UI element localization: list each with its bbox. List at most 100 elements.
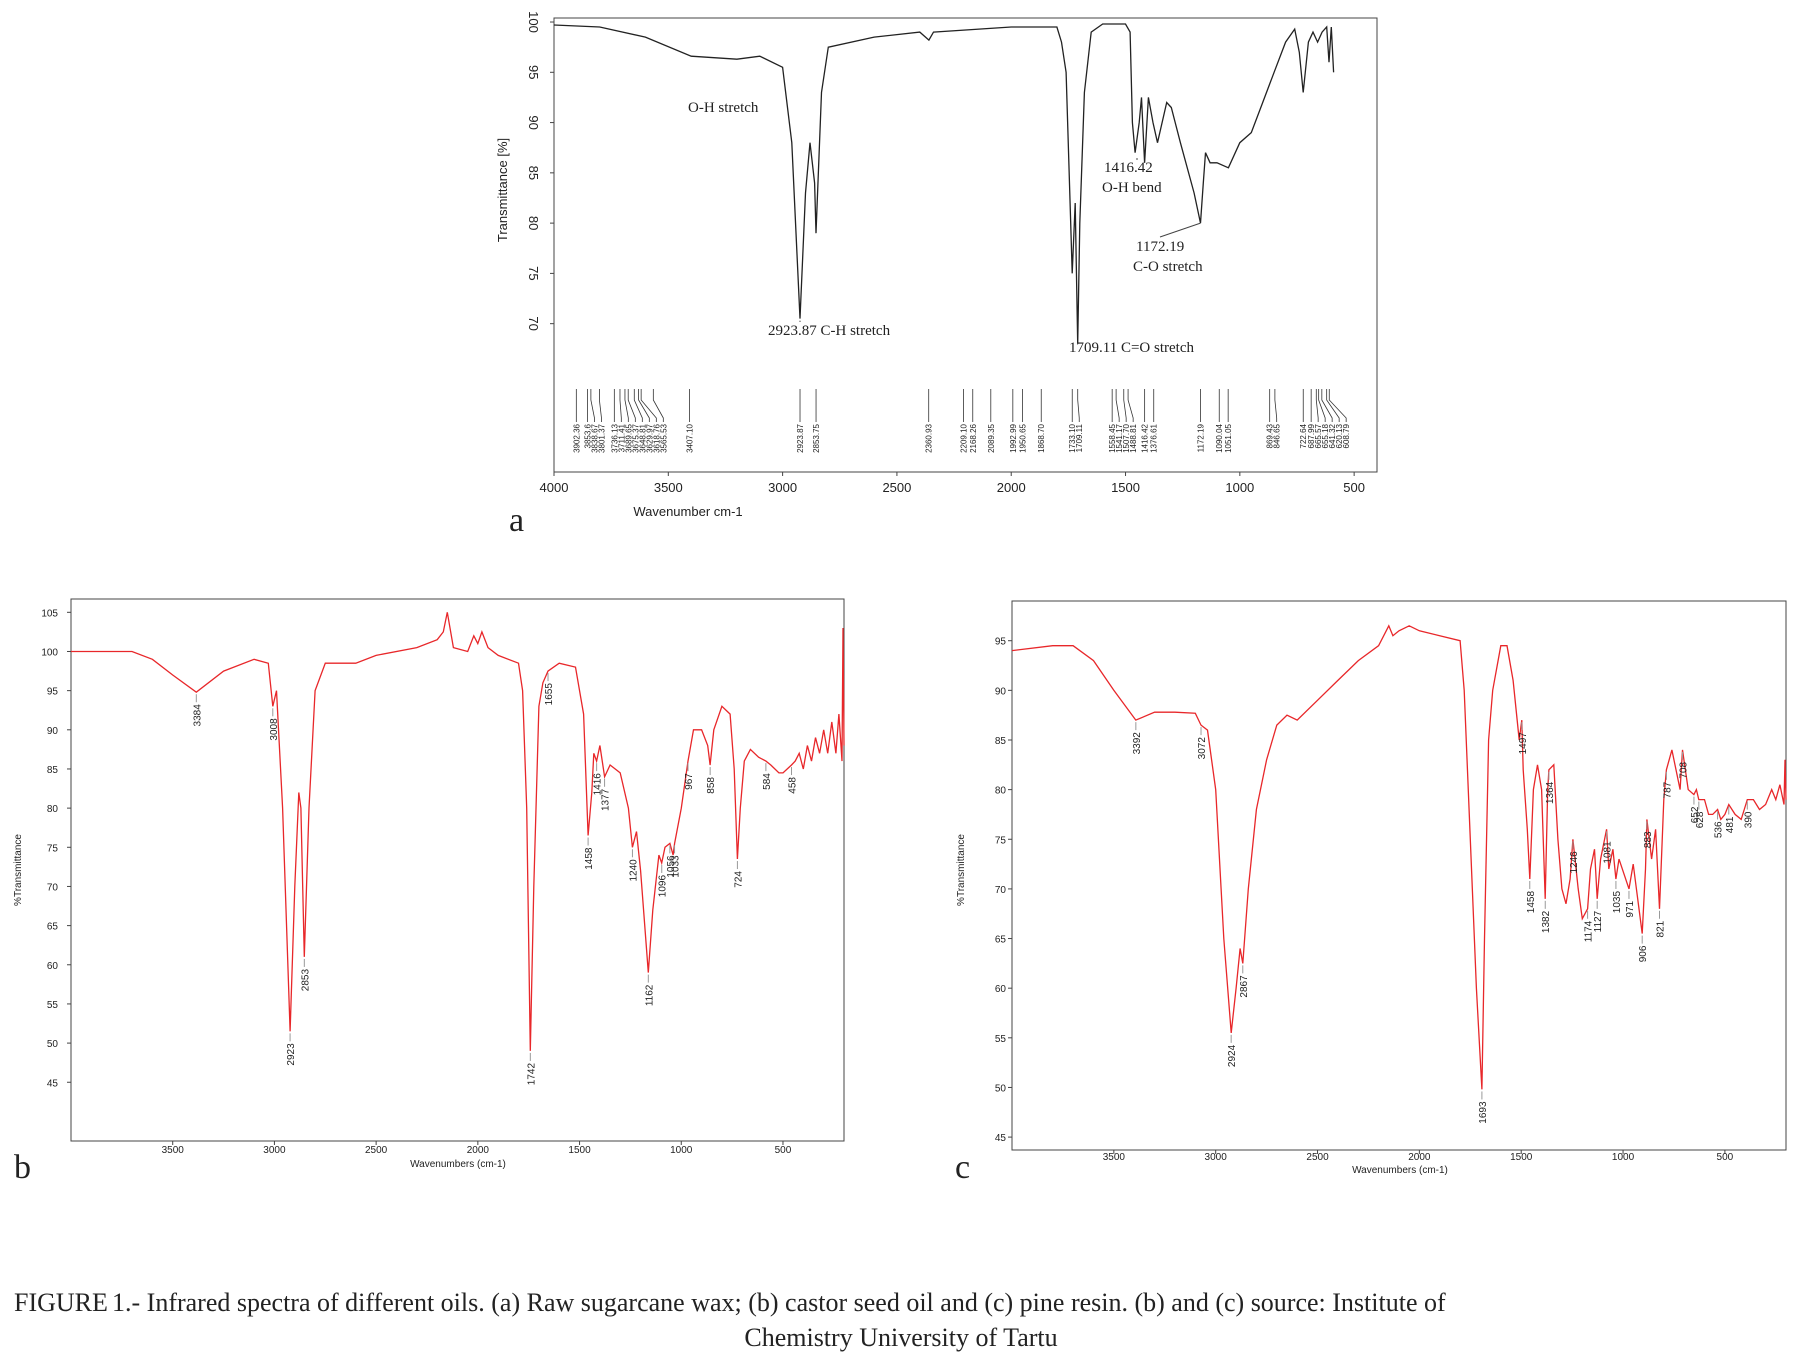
peak-table-label: 1558.45 bbox=[1108, 423, 1117, 452]
peak-label: 584 bbox=[762, 773, 773, 790]
annotation: O-H stretch bbox=[688, 100, 759, 116]
peak-label: 3392 bbox=[1132, 732, 1143, 755]
peak-table-leader bbox=[1123, 389, 1127, 422]
plot-frame bbox=[70, 598, 845, 1142]
peak-table-label: 1051.05 bbox=[1224, 423, 1233, 452]
peak-label: 2923 bbox=[286, 1043, 297, 1066]
peak-table-label: 3853.6 bbox=[583, 423, 592, 448]
caption-lead: FIGURE bbox=[14, 1288, 108, 1317]
peak-table-leader bbox=[599, 389, 602, 422]
y-tick-label: 75 bbox=[526, 266, 541, 280]
peak-label: 708 bbox=[1679, 761, 1690, 778]
y-tick-label: 70 bbox=[526, 316, 541, 330]
y-axis-title: %Transmittance bbox=[956, 834, 967, 906]
peak-label: 1240 bbox=[628, 859, 639, 882]
peak-table-label: 1172.19 bbox=[1196, 423, 1205, 452]
peak-label: 967 bbox=[684, 773, 695, 790]
peak-table-label: 3838.67 bbox=[590, 423, 599, 452]
peak-label: 906 bbox=[1638, 945, 1649, 962]
y-tick-label: 90 bbox=[995, 686, 1007, 697]
spectrum-line bbox=[1011, 624, 1787, 1090]
peak-table-label: 1733.10 bbox=[1068, 423, 1077, 452]
peak-table-leader bbox=[1274, 389, 1278, 422]
x-axis-title: Wavenumbers (cm-1) bbox=[1352, 1165, 1448, 1176]
peak-table-leader bbox=[1328, 389, 1347, 422]
peak-label: 3384 bbox=[192, 704, 203, 727]
peak-table-label: 1950.65 bbox=[1019, 423, 1028, 452]
peak-table-label: 687.99 bbox=[1307, 423, 1316, 448]
annotation: 1172.19 bbox=[1136, 239, 1184, 255]
x-tick-label: 1000 bbox=[670, 1145, 693, 1156]
panel-label: b bbox=[14, 1149, 31, 1186]
x-tick-label: 2500 bbox=[365, 1145, 388, 1156]
peak-label: 787 bbox=[1662, 781, 1673, 798]
peak-table-label: 3689.65 bbox=[624, 423, 633, 452]
peak-table-label: 722.64 bbox=[1299, 423, 1308, 448]
peak-table-label: 2853.75 bbox=[812, 423, 821, 452]
y-tick-label: 75 bbox=[995, 835, 1007, 846]
x-tick-label: 2500 bbox=[882, 480, 911, 495]
caption-line: 1.- Infrared spectra of different oils. … bbox=[112, 1288, 1446, 1317]
x-tick-label: 3000 bbox=[1205, 1152, 1228, 1163]
peak-table-label: 3675.37 bbox=[631, 423, 640, 452]
x-tick-label: 500 bbox=[1343, 480, 1365, 495]
y-tick-label: 65 bbox=[47, 922, 59, 933]
peak-table-label: 3801.37 bbox=[597, 423, 606, 452]
peak-table-label: 2360.93 bbox=[925, 423, 934, 452]
peak-label: 1056 bbox=[666, 855, 677, 878]
x-tick-label: 2500 bbox=[1306, 1152, 1329, 1163]
y-tick-label: 90 bbox=[526, 115, 541, 129]
plot-frame bbox=[1011, 600, 1787, 1151]
y-tick-label: 100 bbox=[526, 11, 541, 33]
x-tick-label: 1000 bbox=[1225, 480, 1254, 495]
peak-table-label: 3629.97 bbox=[645, 423, 654, 452]
peak-label: 821 bbox=[1656, 920, 1667, 937]
y-tick-label: 50 bbox=[47, 1039, 59, 1050]
y-tick-label: 45 bbox=[995, 1133, 1007, 1144]
y-tick-label: 75 bbox=[47, 843, 59, 854]
y-tick-label: 85 bbox=[47, 765, 59, 776]
peak-table-label: 665.57 bbox=[1314, 423, 1323, 448]
y-tick-label: 100 bbox=[41, 647, 58, 658]
annotation: 1416.42 bbox=[1104, 160, 1153, 176]
y-tick-label: 55 bbox=[995, 1034, 1007, 1045]
peak-table-label: 1507.70 bbox=[1122, 423, 1131, 452]
x-tick-label: 3500 bbox=[654, 480, 683, 495]
panel-label: c bbox=[955, 1149, 970, 1186]
x-tick-label: 1500 bbox=[568, 1145, 591, 1156]
panel-label: a bbox=[509, 502, 524, 539]
peak-table-label: 3711.41 bbox=[617, 423, 626, 452]
peak-label: 1364 bbox=[1545, 781, 1556, 804]
peak-label: 2924 bbox=[1227, 1044, 1238, 1067]
x-tick-label: 1500 bbox=[1111, 480, 1140, 495]
peak-label: 724 bbox=[733, 871, 744, 888]
y-tick-label: 95 bbox=[526, 65, 541, 79]
peak-table-leader bbox=[1115, 389, 1120, 422]
peak-label: 1382 bbox=[1541, 910, 1552, 933]
peak-label: 858 bbox=[706, 777, 717, 794]
peak-label: 1377 bbox=[601, 788, 612, 811]
x-tick-label: 500 bbox=[775, 1145, 792, 1156]
peak-table-label: 3407.10 bbox=[686, 423, 695, 452]
peak-table-label: 1488.81 bbox=[1129, 423, 1138, 452]
peak-table-label: 1416.42 bbox=[1141, 423, 1150, 452]
annotation: 1709.11 C=O stretch bbox=[1069, 340, 1194, 356]
annotation: 2923.87 C-H stretch bbox=[768, 323, 891, 339]
peak-label: 1033 bbox=[671, 855, 682, 878]
peak-table-label: 3902.36 bbox=[572, 423, 581, 452]
peak-table-leader bbox=[1315, 389, 1319, 422]
peak-label: 1416 bbox=[593, 773, 604, 796]
caption-line: Chemistry University of Tartu bbox=[744, 1323, 1057, 1352]
peak-label: 1035 bbox=[1612, 891, 1623, 914]
peak-label: 652 bbox=[1690, 806, 1701, 823]
peak-table-label: 608.79 bbox=[1342, 423, 1351, 448]
x-tick-label: 1500 bbox=[1510, 1152, 1533, 1163]
peak-table-leader bbox=[619, 389, 622, 422]
peak-table-label: 1376.61 bbox=[1150, 423, 1159, 452]
peak-label: 1458 bbox=[1526, 891, 1537, 914]
peak-table-leader bbox=[624, 389, 629, 422]
peak-table-label: 2209.10 bbox=[959, 423, 968, 452]
peak-table-leader bbox=[633, 389, 643, 422]
y-tick-label: 65 bbox=[995, 935, 1007, 946]
annotation: O-H bend bbox=[1102, 180, 1162, 196]
